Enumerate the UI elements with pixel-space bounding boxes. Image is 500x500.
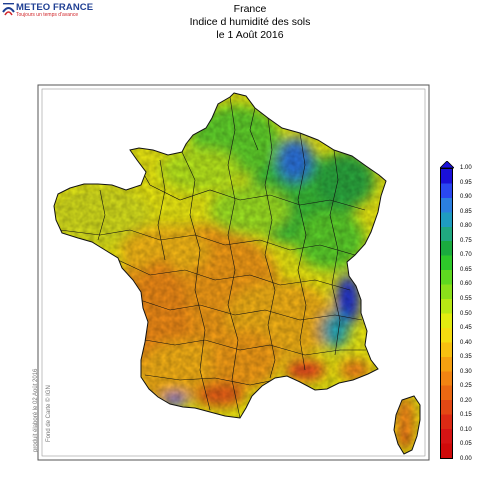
title-date: le 1 Août 2016 <box>216 29 284 41</box>
soil-moisture-field <box>54 93 420 454</box>
legend-tick-label: 0.65 <box>460 266 472 273</box>
legend-tick-label: 0.30 <box>460 368 472 375</box>
legend-tick-label: 0.20 <box>460 397 472 404</box>
title-country: France <box>233 3 267 15</box>
map-frame-outer <box>37 84 430 461</box>
produced-date-note: produit élaboré le 02 Août 2016 <box>33 368 39 452</box>
legend-tick-label: 0.70 <box>460 252 472 259</box>
legend-tick-label: 0.15 <box>460 412 472 419</box>
legend-tick-label: 0.90 <box>460 194 472 201</box>
map-title-block: France Indice d humidité des sols le 1 A… <box>0 3 500 42</box>
legend-tick-label: 0.00 <box>460 456 472 462</box>
department-borders <box>59 96 366 419</box>
map-frame-inner <box>41 88 426 457</box>
legend-tick-label: 0.25 <box>460 383 472 390</box>
logo-tagline: Toujours un temps d'avance <box>16 12 79 18</box>
basemap-credit: Fond de Carte © IGN <box>46 385 52 442</box>
meteo-france-logo: METEO FRANCE Toujours un temps d'avance <box>2 2 94 22</box>
france-outline <box>53 92 421 455</box>
corsica-outline <box>393 395 421 455</box>
legend-tick-label: 0.55 <box>460 295 472 302</box>
legend-tick-label: 0.35 <box>460 354 472 361</box>
legend-tick-label: 0.75 <box>460 237 472 244</box>
meteo-france-logo-icon <box>2 2 15 17</box>
logo-name: METEO FRANCE <box>16 2 94 13</box>
legend-tick-label: 0.05 <box>460 441 472 448</box>
legend-tick-label: 0.80 <box>460 223 472 230</box>
legend-tick-label: 0.85 <box>460 208 472 215</box>
legend-tick-label: 0.45 <box>460 325 472 332</box>
legend-tick-label: 0.50 <box>460 310 472 317</box>
legend-tick-label: 0.60 <box>460 281 472 288</box>
legend-tick-label: 0.10 <box>460 426 472 433</box>
legend-color-bar <box>440 168 453 459</box>
legend-tick-label: 1.00 <box>460 165 472 171</box>
title-indicator: Indice d humidité des sols <box>189 16 311 28</box>
legend-tick-label: 0.40 <box>460 339 472 346</box>
legend-tick-label: 0.95 <box>460 179 472 186</box>
